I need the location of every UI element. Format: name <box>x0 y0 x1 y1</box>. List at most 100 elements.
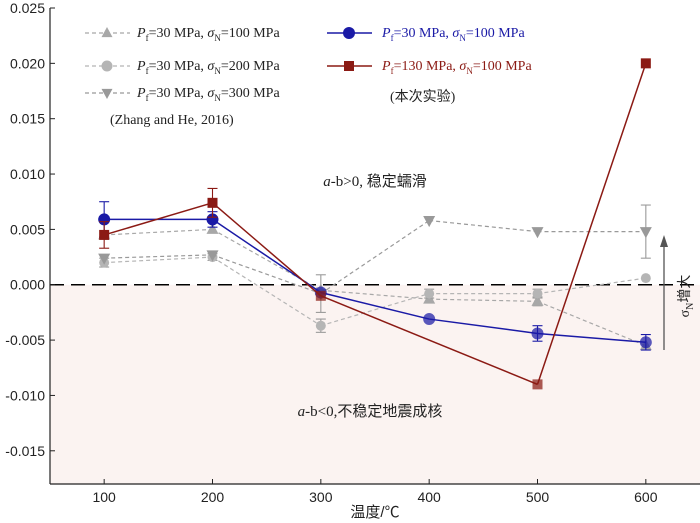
stable-annotation: a-b>0, 稳定蠕滑 <box>323 173 426 190</box>
unstable-annotation: a-b<0,不稳定地震成核 <box>298 403 443 420</box>
legend-left-marker-0 <box>101 26 113 38</box>
unstable-a: a <box>298 404 306 420</box>
series-1-point-5 <box>640 273 651 284</box>
legend-right-text-0-mid: =30 MPa, <box>394 26 453 41</box>
legend-left-text-2: Pf=30 MPa, σN=300 MPa <box>136 86 280 103</box>
series-4-point-0 <box>99 229 110 240</box>
series-4-segment-2 <box>320 295 538 386</box>
legend-right-marker-1 <box>344 61 354 71</box>
stable-ab: a <box>323 174 331 190</box>
legend-left-text-0-sigma: σ <box>207 26 215 41</box>
legend-left-text-1-psub: f <box>146 66 149 76</box>
legend-left-text-1-ssub: N <box>214 66 221 76</box>
legend-right-text-0-p: P <box>381 26 391 41</box>
legend-left-marker-1 <box>101 60 113 72</box>
legend-left-text-0-tail: =100 MPa <box>221 26 281 41</box>
sigma-arrowhead <box>660 235 668 247</box>
series-4-point-1 <box>207 197 218 208</box>
x-tick-label-2: 300 <box>309 489 333 505</box>
series-1-segment-4 <box>537 277 646 295</box>
legend-right-text-0: Pf=30 MPa, σN=100 MPa <box>381 26 525 43</box>
legend-right-text-1-psub: f <box>391 66 394 76</box>
stable-rest: -b>0, 稳定蠕滑 <box>331 173 427 190</box>
series-1-point-3 <box>424 288 435 299</box>
legend-right-text-0-tail: =100 MPa <box>466 26 526 41</box>
y-tick-label-1: -0.010 <box>5 387 45 403</box>
legend-left-text-1-p: P <box>136 59 146 74</box>
legend-right-marker-0 <box>343 27 355 39</box>
axis-layer: -0.015 -0.010 -0.005 0.000 0.005 0.010 0.015 0.… <box>5 0 700 505</box>
legend-left-source: (Zhang and He, 2016) <box>110 113 234 128</box>
legend-left-text-2-tail: =300 MPa <box>221 86 281 101</box>
legend-right-text-1-ssub: N <box>466 66 473 76</box>
x-axis-label: 温度/℃ <box>350 504 399 521</box>
data-layer <box>50 58 700 390</box>
x-tick-label-1: 200 <box>201 489 225 505</box>
legend-left-text-2-psub: f <box>146 93 149 103</box>
series-3-point-1 <box>206 213 219 226</box>
series-4-segment-0 <box>103 202 213 236</box>
legend-left-text-0: Pf=30 MPa, σN=100 MPa <box>136 26 280 43</box>
legend-left-text-1-sigma: σ <box>207 59 215 74</box>
legend-right-text-1-tail: =100 MPa <box>473 59 533 74</box>
series-3-segment-3 <box>429 318 538 335</box>
series-2-point-5 <box>639 227 652 239</box>
x-tick-label-4: 500 <box>526 489 550 505</box>
y-tick-label-5: 0.010 <box>10 166 45 182</box>
legend-right-source: (本次实验) <box>390 89 456 105</box>
series-3-segment-2 <box>320 291 430 320</box>
legend-left-text-0-p: P <box>136 26 146 41</box>
legend-left-text-0-mid: =30 MPa, <box>149 26 208 41</box>
legend-left-text-2-mid: =30 MPa, <box>149 86 208 101</box>
series-4 <box>99 58 651 390</box>
legend-right-text-1-mid: =130 MPa, <box>394 59 460 74</box>
legend-left-text-1-mid: =30 MPa, <box>149 59 208 74</box>
legend-right-text-1-sigma: σ <box>459 59 467 74</box>
x-tick-label-0: 100 <box>92 489 116 505</box>
legend-left-text-2-p: P <box>136 86 146 101</box>
x-tick-label-5: 600 <box>634 489 658 505</box>
legend-right-text-1-p: P <box>381 59 391 74</box>
legend-right-text-1: Pf=130 MPa, σN=100 MPa <box>381 59 532 76</box>
series-4-point-2 <box>315 290 326 301</box>
y-tick-label-0: -0.015 <box>5 443 45 459</box>
legend-left-text-2-sigma: σ <box>207 86 215 101</box>
legend-left-text-1: Pf=30 MPa, σN=200 MPa <box>136 59 280 76</box>
series-1-segment-2 <box>320 293 430 327</box>
series-1-point-2 <box>315 320 326 331</box>
series-3-point-4 <box>531 327 544 340</box>
series-4-segment-3 <box>536 63 647 385</box>
series-2-point-0 <box>98 253 111 265</box>
y-tick-label-6: 0.015 <box>10 111 45 127</box>
series-0-point-4 <box>531 294 544 306</box>
legend-right-text-0-psub: f <box>391 33 394 43</box>
y-tick-label-4: 0.005 <box>10 221 45 237</box>
series-2-point-3 <box>423 216 436 228</box>
series-3-segment-4 <box>537 332 646 344</box>
x-tick-label-3: 400 <box>417 489 441 505</box>
legend-left-text-0-ssub: N <box>214 33 221 43</box>
series-1-segment-1 <box>212 256 322 327</box>
series-0-point-1 <box>206 222 219 234</box>
negative-region <box>50 284 700 484</box>
legend-right-text-0-ssub: N <box>459 33 466 43</box>
series-3-point-3 <box>423 313 436 326</box>
series-2-point-1 <box>206 250 219 262</box>
sigma-rest: 增大 <box>677 275 693 303</box>
sigma-arrow-label: σN增大 <box>677 275 696 318</box>
legend-left-text-0-psub: f <box>146 33 149 43</box>
series-4-point-4 <box>532 379 543 390</box>
legend-right-text-0-sigma: σ <box>452 26 460 41</box>
sigma-sub: N <box>685 303 696 310</box>
series-2-segment-3 <box>429 219 538 233</box>
y-tick-label-2: -0.005 <box>5 332 45 348</box>
legend-left-text-1-tail: =200 MPa <box>221 59 281 74</box>
series-2-segment-2 <box>320 220 430 295</box>
legend-left-marker-2 <box>101 88 113 100</box>
series-1-point-4 <box>532 288 543 299</box>
y-tick-label-3: 0.000 <box>10 277 45 293</box>
series-4-segment-1 <box>212 202 322 297</box>
sigma-symbol: σ <box>678 309 693 317</box>
series-3-point-0 <box>98 213 111 226</box>
